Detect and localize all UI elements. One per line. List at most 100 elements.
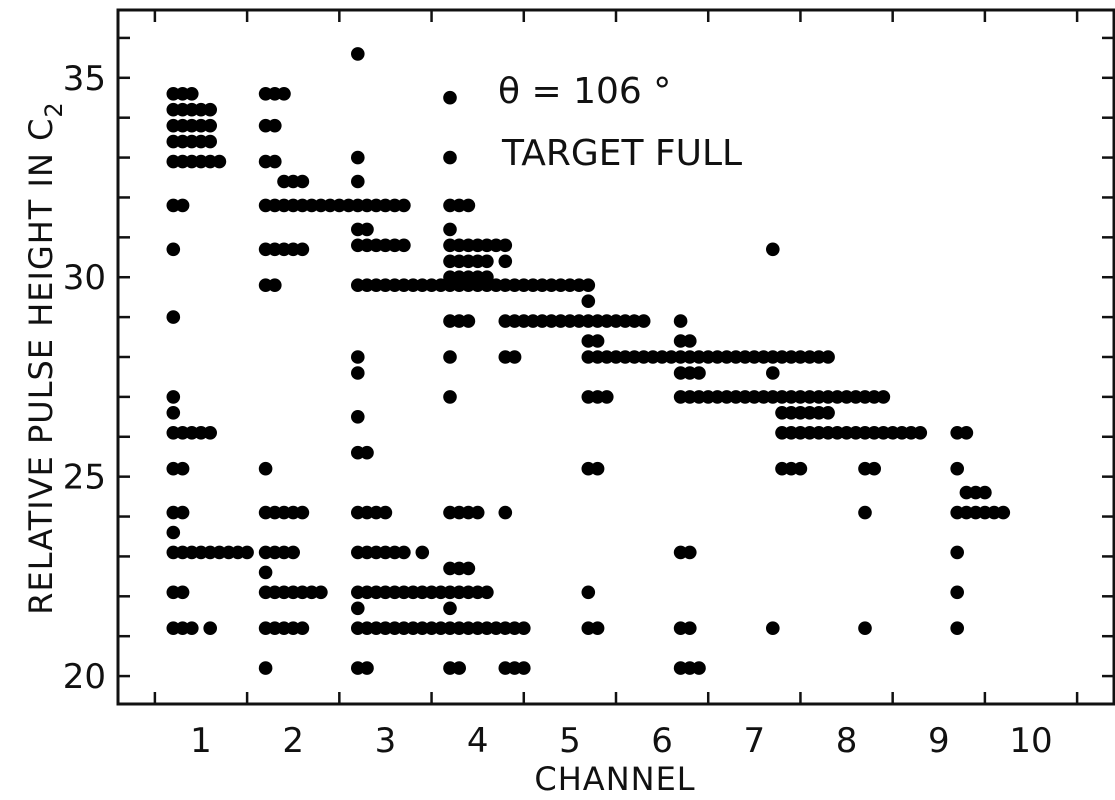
data-point bbox=[581, 390, 596, 404]
y-tick-label: 30 bbox=[63, 258, 106, 298]
data-point bbox=[683, 621, 697, 635]
data-point bbox=[268, 278, 282, 293]
data-point bbox=[258, 461, 273, 476]
data-point bbox=[461, 254, 476, 269]
data-point bbox=[517, 621, 531, 635]
data-point bbox=[581, 585, 596, 600]
data-point bbox=[203, 118, 217, 133]
data-point bbox=[166, 134, 181, 149]
data-point bbox=[581, 278, 596, 293]
data-point bbox=[166, 118, 181, 133]
data-point bbox=[480, 585, 494, 600]
data-point bbox=[378, 278, 393, 293]
data-point bbox=[295, 242, 310, 257]
data-point bbox=[314, 585, 328, 600]
data-point bbox=[415, 278, 430, 293]
data-point bbox=[507, 350, 522, 364]
data-point bbox=[581, 294, 596, 309]
data-point bbox=[498, 314, 513, 328]
data-point bbox=[766, 621, 780, 635]
data-point bbox=[166, 505, 181, 520]
y-axis-title-main: RELATIVE PULSE HEIGHT IN C bbox=[22, 118, 60, 615]
data-point bbox=[397, 545, 411, 560]
data-point bbox=[498, 350, 513, 364]
data-point bbox=[461, 198, 476, 213]
data-point bbox=[793, 461, 808, 476]
data-point bbox=[581, 334, 596, 348]
data-point bbox=[498, 254, 513, 269]
data-point bbox=[258, 565, 273, 580]
data-point bbox=[166, 87, 181, 101]
data-point bbox=[581, 461, 596, 476]
data-point bbox=[397, 198, 411, 213]
data-point bbox=[351, 410, 365, 424]
data-point bbox=[360, 661, 374, 675]
data-point bbox=[581, 350, 596, 364]
data-point bbox=[793, 426, 808, 440]
data-point bbox=[166, 621, 181, 635]
data-point bbox=[950, 461, 964, 476]
data-point bbox=[378, 545, 393, 560]
data-point bbox=[627, 350, 642, 364]
data-point bbox=[461, 585, 476, 600]
data-point bbox=[692, 661, 706, 675]
x-tick-label: 4 bbox=[467, 721, 489, 761]
data-point bbox=[185, 621, 199, 635]
data-point bbox=[590, 461, 605, 476]
data-point bbox=[517, 661, 531, 675]
data-point bbox=[443, 350, 457, 364]
data-point bbox=[351, 150, 365, 165]
y-tick-label: 35 bbox=[63, 59, 106, 99]
y-axis-title: RELATIVE PULSE HEIGHT IN C2 bbox=[22, 101, 68, 614]
data-point bbox=[175, 198, 190, 213]
data-point bbox=[913, 426, 928, 440]
data-point bbox=[166, 406, 181, 420]
data-point bbox=[950, 545, 964, 560]
data-point bbox=[821, 406, 835, 420]
data-point bbox=[166, 585, 181, 600]
data-point bbox=[766, 366, 780, 380]
data-point bbox=[351, 350, 365, 364]
x-tick-label: 7 bbox=[744, 721, 766, 761]
x-tick-label: 6 bbox=[651, 721, 673, 761]
data-point bbox=[830, 426, 845, 440]
data-point bbox=[268, 154, 282, 169]
data-point bbox=[295, 621, 310, 635]
data-point bbox=[581, 314, 596, 328]
data-point bbox=[498, 505, 513, 520]
data-point bbox=[673, 314, 688, 328]
data-point bbox=[397, 238, 411, 253]
y-tick-label: 25 bbox=[63, 458, 106, 498]
x-tick-label: 9 bbox=[928, 721, 950, 761]
data-point bbox=[360, 222, 374, 237]
data-point bbox=[590, 621, 605, 635]
x-tick-label: 2 bbox=[282, 721, 304, 761]
data-point bbox=[258, 661, 273, 675]
data-point bbox=[959, 426, 974, 440]
data-point bbox=[830, 390, 845, 404]
data-point bbox=[950, 585, 964, 600]
data-point bbox=[166, 461, 181, 476]
data-point bbox=[461, 238, 476, 253]
data-point bbox=[175, 461, 190, 476]
data-point bbox=[203, 426, 217, 440]
data-point bbox=[295, 585, 310, 600]
data-point bbox=[166, 525, 181, 540]
data-point bbox=[415, 585, 430, 600]
data-point bbox=[627, 314, 642, 328]
data-point bbox=[461, 505, 476, 520]
data-point bbox=[268, 118, 282, 133]
data-point bbox=[286, 545, 301, 560]
data-point bbox=[295, 174, 310, 189]
data-point bbox=[858, 621, 872, 635]
data-point bbox=[443, 90, 457, 105]
data-point bbox=[959, 485, 974, 500]
data-point bbox=[480, 254, 494, 269]
data-point bbox=[544, 314, 559, 328]
data-point bbox=[590, 334, 605, 348]
data-point bbox=[378, 198, 393, 213]
data-point bbox=[203, 621, 217, 635]
data-point bbox=[978, 485, 992, 500]
data-point bbox=[415, 621, 430, 635]
data-point bbox=[498, 621, 513, 635]
